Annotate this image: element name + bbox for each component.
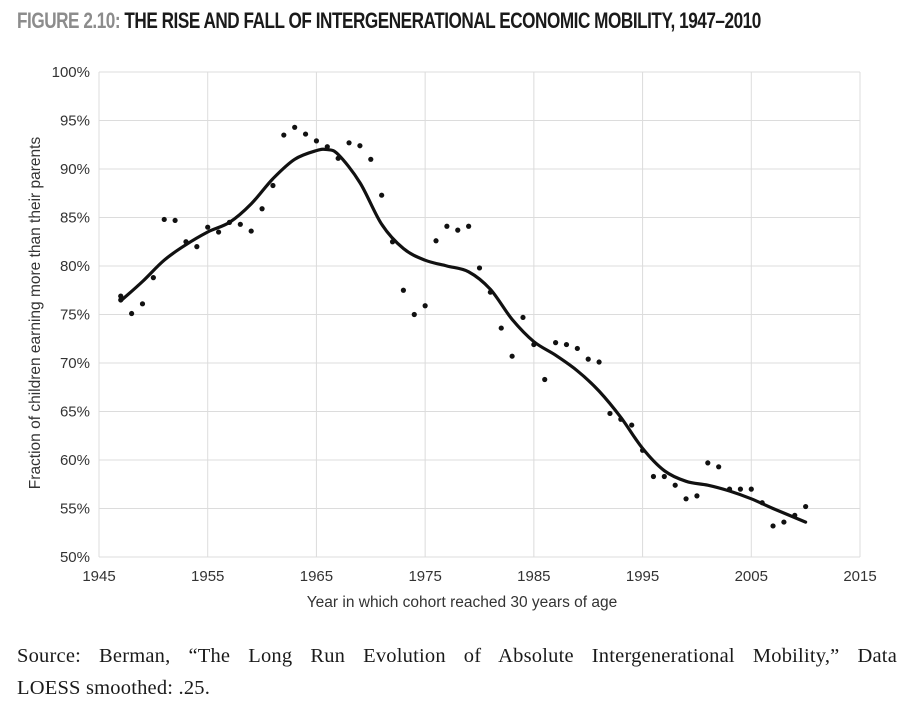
data-point — [411, 311, 417, 318]
source-line-1: Source: Berman, “The Long Run Evolution … — [17, 645, 897, 667]
x-tick-label: 1965 — [300, 568, 333, 585]
data-point — [455, 227, 461, 233]
smoothed-line — [119, 147, 808, 524]
x-tick-labels: 1945 1955 1965 1975 1985 1995 2005 2015 — [82, 568, 876, 585]
y-tick-label: 80% — [60, 258, 90, 275]
data-point — [433, 238, 439, 244]
data-point — [781, 519, 787, 525]
data-point — [629, 422, 635, 428]
data-point — [803, 503, 809, 510]
data-point — [368, 156, 374, 162]
grid — [98, 71, 861, 558]
data-point — [313, 138, 320, 144]
data-point — [716, 464, 722, 470]
data-point — [737, 486, 744, 492]
data-point — [476, 265, 483, 271]
y-tick-label: 90% — [60, 161, 90, 178]
y-tick-label: 50% — [60, 549, 90, 566]
data-point — [302, 131, 309, 137]
x-tick-label: 1975 — [408, 568, 441, 585]
data-point — [248, 228, 254, 234]
y-tick-label: 70% — [60, 355, 90, 372]
data-point — [574, 345, 580, 352]
data-point — [194, 244, 200, 250]
y-tick-label: 55% — [60, 501, 90, 518]
data-point — [542, 376, 548, 383]
data-point — [379, 192, 385, 198]
data-point — [150, 275, 156, 281]
y-tick-label: 75% — [60, 307, 90, 324]
data-point — [563, 341, 570, 348]
y-tick-labels: 50% 55% 60% 65% 70% 75% 80% 85% 90% 95% 100% — [52, 64, 90, 566]
x-tick-label: 1985 — [517, 568, 550, 585]
x-axis-label: Year in which cohort reached 30 years of… — [307, 594, 617, 611]
figure-title: FIGURE 2.10: THE RISE AND FALL OF INTERG… — [17, 8, 761, 34]
y-tick-label: 100% — [52, 64, 90, 81]
y-tick-label: 60% — [60, 452, 90, 469]
y-tick-label: 95% — [60, 113, 90, 130]
data-point — [161, 216, 167, 223]
data-point — [357, 143, 363, 149]
data-point — [270, 182, 276, 189]
data-point — [607, 410, 613, 417]
data-point — [553, 340, 559, 346]
y-tick-label: 85% — [60, 210, 90, 227]
data-point — [259, 206, 265, 212]
smoothed-line-group — [119, 147, 808, 524]
data-point — [205, 224, 211, 230]
data-point — [694, 493, 700, 499]
source-note: Source: Berman, “The Long Run Evolution … — [17, 640, 897, 704]
data-point — [650, 473, 657, 480]
data-point — [661, 473, 667, 480]
x-tick-label: 1995 — [626, 568, 659, 585]
data-point — [596, 359, 602, 365]
data-points — [118, 124, 809, 529]
data-point — [585, 356, 591, 362]
x-tick-label: 1955 — [191, 568, 224, 585]
data-point — [509, 353, 515, 359]
data-point — [520, 314, 526, 321]
data-point — [705, 460, 711, 466]
data-point — [172, 217, 178, 224]
data-point — [748, 486, 754, 492]
data-point — [466, 223, 472, 229]
data-point — [770, 523, 776, 529]
data-point — [422, 303, 428, 309]
data-point — [400, 287, 406, 293]
data-point — [672, 482, 678, 488]
figure-number: FIGURE 2.10: — [17, 8, 121, 33]
data-point — [139, 301, 146, 307]
source-line-2: LOESS smoothed: .25. — [17, 677, 211, 699]
data-point — [118, 293, 124, 299]
data-point — [683, 496, 689, 502]
x-tick-label: 2005 — [735, 568, 768, 585]
data-point — [281, 132, 287, 138]
data-point — [346, 140, 352, 146]
data-point — [129, 310, 135, 317]
x-tick-label: 2015 — [843, 568, 876, 585]
y-tick-label: 65% — [60, 404, 90, 421]
data-point — [292, 124, 298, 130]
chart: 50%55%60%65%70%75%80%85%90%95%100% 1945 1… — [27, 64, 877, 611]
data-point — [444, 223, 450, 229]
figure-title-text: THE RISE AND FALL OF INTERGENERATIONAL E… — [124, 8, 761, 33]
data-point — [215, 229, 222, 235]
y-axis-label: Fraction of children earning more than t… — [27, 137, 44, 490]
x-tick-label: 1945 — [82, 568, 115, 585]
data-point — [237, 221, 243, 227]
data-point — [498, 325, 504, 331]
